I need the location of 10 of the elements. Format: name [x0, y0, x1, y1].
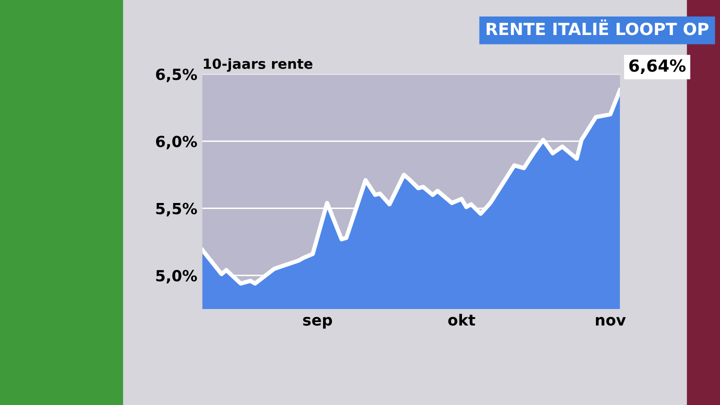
x-tick-label: okt	[448, 314, 476, 326]
chart-subtitle: 10-jaars rente	[204, 58, 312, 72]
x-tick-label: sep	[303, 316, 332, 329]
y-tick-label: 6,0%	[156, 136, 197, 150]
y-tick-label: 5,5%	[156, 202, 197, 216]
x-tick-label: nov	[596, 316, 626, 326]
y-tick-label: 5,0%	[156, 270, 197, 284]
y-tick-label: 6,5%	[156, 68, 197, 82]
chart-title: RENTE ITALIË LOOPT OP	[486, 20, 709, 36]
text: 6,64%	[629, 59, 686, 74]
